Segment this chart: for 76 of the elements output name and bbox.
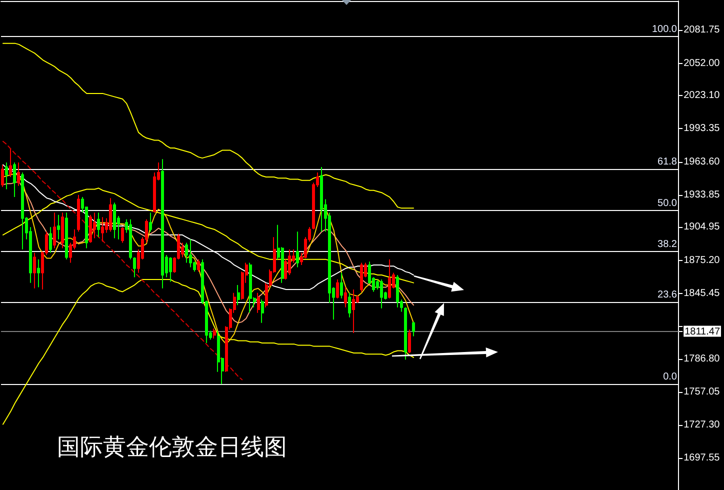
candlestick: [1, 164, 4, 188]
candlestick: [77, 194, 80, 232]
y-tick-label: 1757.05: [684, 386, 720, 398]
candlestick: [404, 306, 407, 360]
y-tick-label: 1993.35: [684, 123, 720, 134]
y-tick-label: 1786.80: [684, 353, 720, 364]
candlestick: [249, 262, 252, 314]
candlestick: [21, 172, 24, 250]
y-tick-label: 1845.45: [684, 288, 720, 299]
y-tick-label: 1811.47: [684, 326, 720, 338]
y-tick-label: 1933.85: [684, 189, 720, 200]
candlestick: [89, 214, 92, 244]
candlestick: [37, 258, 40, 288]
candlestick: [189, 238, 192, 268]
candlestick: [380, 278, 383, 309]
annotation: 38.2: [658, 239, 678, 250]
candlestick: [129, 218, 132, 260]
candlestick: [97, 212, 100, 238]
candlestick: [113, 202, 116, 239]
candlestick: [61, 212, 64, 249]
candlestick: [17, 162, 20, 186]
candlestick: [33, 252, 36, 289]
candlestick: [93, 212, 96, 239]
candlestick: [296, 231, 299, 268]
candlestick: [288, 248, 291, 276]
candlestick: [388, 258, 391, 299]
line-series: [2, 140, 243, 380]
candlestick: [57, 214, 60, 240]
candlestick: [5, 162, 8, 190]
y-tick-label: 2081.75: [684, 24, 720, 36]
candlestick: [348, 292, 351, 318]
y-tick-label: 1963.60: [684, 156, 720, 168]
candlestick: [257, 292, 260, 314]
line-series: [2, 278, 414, 425]
annotation: 61.8: [658, 156, 678, 168]
candlestick: [197, 258, 200, 272]
y-tick-label: 1727.30: [684, 420, 720, 431]
annotation: 0.0: [663, 372, 678, 383]
candlestick: [320, 166, 323, 232]
y-tick-label: 2052.00: [684, 58, 720, 69]
candlestick: [109, 198, 112, 232]
candlestick: [344, 286, 347, 308]
line-series: [2, 173, 414, 345]
annotation: 23.6: [658, 289, 678, 300]
candlestick: [101, 216, 104, 242]
candlestick: [53, 212, 56, 249]
candlestick: [396, 274, 399, 308]
candlestick: [49, 226, 52, 254]
candlestick: [213, 328, 216, 340]
candlestick: [133, 256, 136, 278]
candlestick: [261, 299, 264, 324]
y-tick-label: 2023.10: [684, 90, 720, 102]
candlestick: [340, 272, 343, 299]
candlestick: [161, 158, 164, 289]
candlestick: [336, 278, 339, 299]
candlestick: [352, 289, 355, 334]
candlestick: [149, 212, 152, 232]
candlestick: [237, 284, 240, 306]
line-series: [2, 188, 414, 284]
text: 国际黄金伦敦金日线图: [57, 434, 287, 460]
candlestick: [65, 212, 68, 260]
candlestick: [121, 226, 124, 244]
candlestick: [13, 162, 16, 198]
candlestick: [185, 242, 188, 264]
candlestick: [9, 148, 12, 178]
annotation: 50.0: [658, 198, 678, 209]
y-tick-label: 1697.55: [684, 452, 720, 464]
candlestick: [412, 321, 415, 337]
y-tick-label: 1875.20: [684, 254, 720, 266]
line-series: [2, 180, 414, 324]
candlestick: [408, 329, 411, 354]
annotation: 100.0: [652, 24, 678, 36]
candlestick: [360, 262, 363, 292]
candlestick: [169, 256, 172, 282]
y-tick-label: 1904.95: [684, 222, 720, 233]
line-series: [2, 42, 414, 209]
